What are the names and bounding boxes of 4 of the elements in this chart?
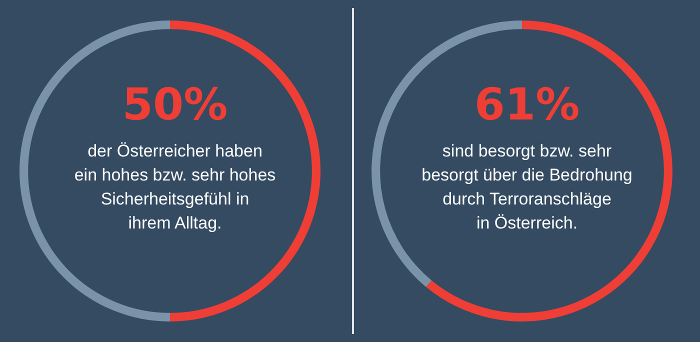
- text: 61%: [474, 80, 580, 130]
- text: der Österreicher haben ein hohes bzw. sehr hohes Sicherheitsgefühl in ihrem Alltag.: [74, 142, 276, 232]
- text: sind besorgt bzw. sehr besorgt über die Bedrohung durch Terroranschläge in Österreich.: [422, 142, 632, 232]
- text: 50%: [122, 80, 228, 130]
